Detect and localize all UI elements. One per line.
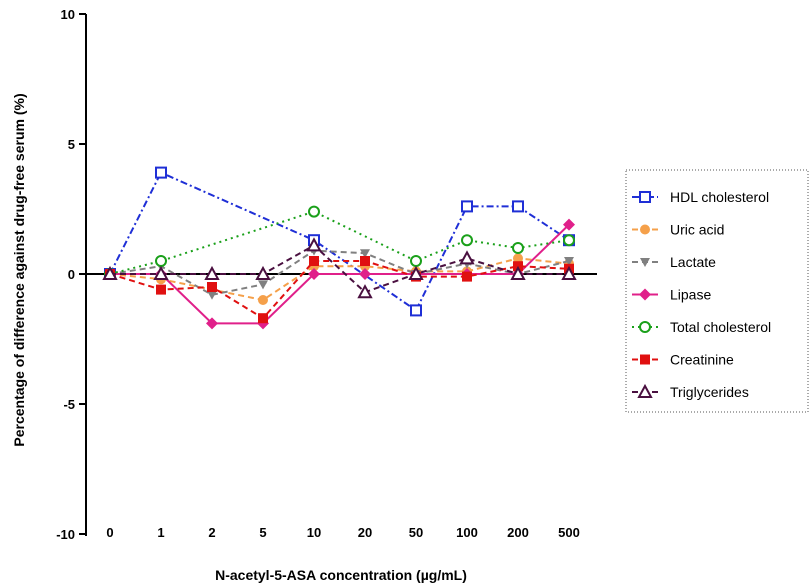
legend-marker [639, 321, 651, 333]
data-point-uric-acid [258, 295, 268, 305]
y-axis-title: Percentage of difference against drug-fr… [11, 93, 27, 446]
legend-marker [639, 288, 651, 301]
data-point-lactate [360, 249, 370, 259]
y-tick-label: 10 [61, 7, 75, 22]
x-tick-label: 50 [409, 525, 423, 540]
data-point-creatinine [258, 313, 268, 324]
x-tick-label: 2 [208, 525, 215, 540]
data-point-lactate [207, 290, 217, 300]
data-point-total-cholesterol [155, 255, 167, 267]
x-tick-label: 20 [358, 525, 372, 540]
legend-label: Triglycerides [670, 384, 749, 400]
data-point-lipase [308, 268, 320, 280]
data-point-creatinine [309, 256, 319, 266]
data-point-total-cholesterol [563, 234, 575, 247]
legend-item-uric-acid: Uric acid [632, 222, 724, 238]
series-hdl-cholesterol [104, 166, 575, 317]
x-tick-label: 1 [157, 525, 164, 540]
legend-marker [640, 258, 650, 267]
legend-item-lactate: Lactate [632, 254, 716, 270]
legend-marker [637, 383, 653, 398]
legend-label: Total cholesterol [670, 319, 771, 335]
x-tick-label: 200 [507, 525, 529, 540]
legend-marker [640, 224, 650, 235]
x-tick-label: 500 [558, 525, 580, 540]
data-point-lipase [359, 268, 371, 280]
legend-item-total-cholesterol: Total cholesterol [632, 319, 771, 335]
data-point-hdl-cholesterol [461, 200, 473, 213]
series-line-lactate [109, 249, 570, 296]
legend-marker [640, 354, 650, 365]
data-point-triglycerides [561, 265, 577, 280]
data-point-hdl-cholesterol [155, 166, 167, 179]
data-point-creatinine [207, 282, 217, 292]
data-point-triglycerides [102, 265, 118, 280]
y-tick-label: 5 [68, 137, 75, 152]
data-point-lipase [206, 317, 218, 330]
legend-label: Lipase [670, 287, 711, 303]
data-point-triglycerides [408, 265, 424, 280]
data-point-triglycerides [459, 250, 475, 265]
x-tick-label: 10 [307, 525, 321, 540]
x-ticks: 0 1 2 5 10 20 50 100 200 500 [106, 525, 579, 540]
legend-item-hdl-cholesterol: HDL cholesterol [632, 189, 769, 205]
series-uric-acid [105, 253, 574, 305]
x-tick-label: 0 [106, 525, 113, 540]
data-point-creatinine [462, 271, 472, 282]
data-point-triglycerides [306, 237, 322, 252]
x-tick-label: 100 [456, 525, 478, 540]
data-point-total-cholesterol [512, 242, 524, 254]
legend-label: Lactate [670, 254, 716, 270]
y-tick-label: -10 [56, 527, 75, 542]
series-line-hdl-cholesterol [109, 171, 570, 312]
legend-label: Uric acid [670, 222, 724, 238]
legend: HDL cholesterol Uric acid Lactate Lipase Tot… [625, 169, 809, 413]
data-point-hdl-cholesterol [410, 304, 422, 317]
series-line-uric-acid [109, 257, 570, 302]
legend-box [625, 169, 809, 413]
data-point-triglycerides [204, 265, 220, 280]
y-ticks: 10 5 0 -5 -10 [56, 7, 86, 542]
data-point-lactate [564, 257, 574, 266]
legend-item-lipase: Lipase [632, 287, 711, 303]
data-point-lactate [258, 280, 268, 290]
data-point-triglycerides [510, 265, 526, 280]
data-point-triglycerides [357, 284, 373, 299]
legend-item-triglycerides: Triglycerides [632, 383, 749, 400]
series-line-triglycerides [110, 244, 569, 294]
data-point-hdl-cholesterol [512, 200, 524, 213]
series-line-lipase [110, 223, 570, 325]
data-point-triglycerides [255, 265, 271, 280]
data-point-uric-acid [513, 253, 523, 264]
legend-label: HDL cholesterol [670, 189, 769, 205]
series-layer [102, 166, 577, 330]
data-point-total-cholesterol [410, 255, 422, 267]
data-point-triglycerides [153, 265, 169, 280]
legend-label: Creatinine [670, 352, 734, 368]
data-point-creatinine [360, 256, 370, 266]
x-axis-title: N-acetyl-5-ASA concentration (µg/mL) [215, 567, 467, 583]
x-tick-label: 5 [259, 525, 266, 540]
data-point-creatinine [156, 284, 166, 295]
legend-item-creatinine: Creatinine [632, 352, 734, 368]
y-tick-label: -5 [63, 397, 75, 412]
data-point-total-cholesterol [461, 234, 473, 247]
data-point-lipase [563, 218, 575, 231]
series-line-total-cholesterol [109, 210, 570, 275]
series-triglycerides [102, 237, 577, 299]
data-point-total-cholesterol [308, 205, 320, 218]
legend-marker [639, 191, 651, 203]
y-tick-label: 0 [68, 267, 75, 282]
series-line-creatinine [109, 260, 570, 320]
